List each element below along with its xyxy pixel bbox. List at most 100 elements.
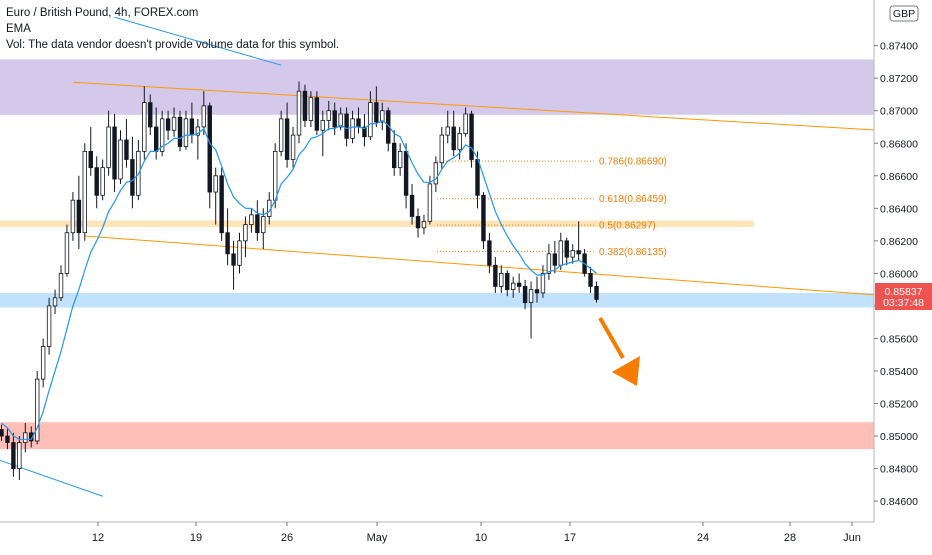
candle[interactable] [445, 110, 450, 144]
candle[interactable] [564, 237, 569, 266]
candle[interactable] [35, 370, 40, 445]
time-axis-ticks[interactable]: 12 19 26 May 10 17 24 28 Jun [92, 522, 861, 544]
candle[interactable] [11, 432, 16, 477]
symbol-title[interactable]: Euro / British Pound, 4h, FOREX.com [6, 7, 199, 19]
candle[interactable] [225, 208, 230, 266]
candle[interactable] [231, 240, 236, 290]
candle[interactable] [243, 216, 248, 258]
candle[interactable] [130, 136, 135, 209]
candle[interactable] [499, 265, 504, 293]
candle[interactable] [195, 118, 201, 160]
candle[interactable] [237, 232, 242, 274]
candle[interactable] [421, 214, 427, 235]
candle[interactable] [88, 126, 93, 176]
candle[interactable] [374, 86, 379, 127]
candle[interactable] [534, 276, 540, 303]
candle[interactable] [124, 118, 129, 168]
candle[interactable] [58, 265, 64, 302]
candle[interactable] [403, 143, 409, 209]
candle[interactable] [463, 107, 468, 137]
candle[interactable] [201, 91, 206, 136]
zone-orange[interactable] [0, 220, 754, 228]
candle[interactable] [46, 297, 52, 355]
candle[interactable] [588, 266, 593, 293]
candle[interactable] [165, 110, 171, 140]
candle[interactable] [528, 281, 534, 339]
candle[interactable] [76, 175, 82, 249]
candle[interactable] [249, 208, 254, 233]
candle[interactable] [427, 175, 433, 225]
candle[interactable] [516, 273, 522, 293]
candle[interactable] [177, 110, 183, 152]
candle[interactable] [159, 110, 165, 157]
candle[interactable] [112, 113, 117, 193]
candle[interactable] [207, 102, 212, 209]
candle[interactable] [451, 110, 456, 157]
candle[interactable] [493, 257, 498, 293]
candle[interactable] [391, 130, 397, 176]
candle[interactable] [505, 270, 510, 297]
candle[interactable] [326, 100, 331, 131]
candle[interactable] [142, 86, 147, 160]
candle[interactable] [23, 423, 28, 453]
candle[interactable] [302, 84, 308, 127]
candle[interactable] [362, 113, 367, 147]
currency-badge[interactable]: GBP [889, 5, 919, 22]
candle[interactable] [552, 240, 558, 274]
candle[interactable] [409, 183, 415, 225]
candle[interactable] [106, 110, 111, 176]
zone-purple[interactable] [0, 59, 874, 115]
candle[interactable] [290, 126, 296, 168]
candle[interactable] [118, 130, 123, 184]
zone-red[interactable] [0, 422, 874, 450]
candle[interactable] [540, 265, 546, 298]
candle[interactable] [40, 338, 46, 388]
lower-channel-line[interactable] [84, 235, 932, 319]
candle[interactable] [17, 436, 22, 480]
candle[interactable] [433, 156, 439, 193]
candle[interactable] [0, 424, 4, 441]
blue-trendline-top[interactable] [114, 16, 282, 66]
candle[interactable] [5, 427, 10, 450]
candle[interactable] [82, 143, 87, 241]
candle[interactable] [386, 107, 391, 152]
candle[interactable] [52, 289, 58, 315]
candle[interactable] [481, 192, 486, 249]
candle[interactable] [576, 221, 581, 261]
candle[interactable] [255, 200, 260, 241]
candle[interactable] [94, 156, 99, 209]
candle[interactable] [487, 232, 492, 274]
candle[interactable] [219, 167, 224, 241]
candle[interactable] [213, 167, 218, 225]
candle[interactable] [510, 276, 516, 298]
candle[interactable] [171, 107, 177, 137]
candle[interactable] [457, 126, 462, 160]
candle[interactable] [469, 110, 474, 168]
candle[interactable] [183, 110, 189, 150]
zone-blue[interactable] [0, 292, 874, 308]
candle[interactable] [308, 91, 314, 127]
candle[interactable] [344, 107, 349, 147]
candle[interactable] [332, 102, 337, 136]
candle[interactable] [368, 91, 373, 140]
candle[interactable] [338, 107, 343, 131]
ema-legend-label[interactable]: EMA [6, 23, 31, 35]
candle[interactable] [594, 281, 599, 303]
candle[interactable] [546, 244, 552, 280]
candle[interactable] [284, 102, 290, 168]
candle[interactable] [296, 81, 302, 144]
candle[interactable] [380, 102, 385, 131]
candle[interactable] [148, 94, 153, 136]
candle[interactable] [70, 192, 76, 241]
candle[interactable] [100, 159, 105, 201]
candle[interactable] [570, 244, 575, 264]
candle[interactable] [522, 279, 528, 310]
candle[interactable] [278, 110, 284, 157]
candle[interactable] [415, 208, 421, 238]
candle[interactable] [314, 91, 320, 136]
candle[interactable] [439, 126, 444, 170]
candle[interactable] [64, 224, 70, 277]
price-axis[interactable] [874, 0, 932, 550]
candle[interactable] [397, 143, 403, 176]
